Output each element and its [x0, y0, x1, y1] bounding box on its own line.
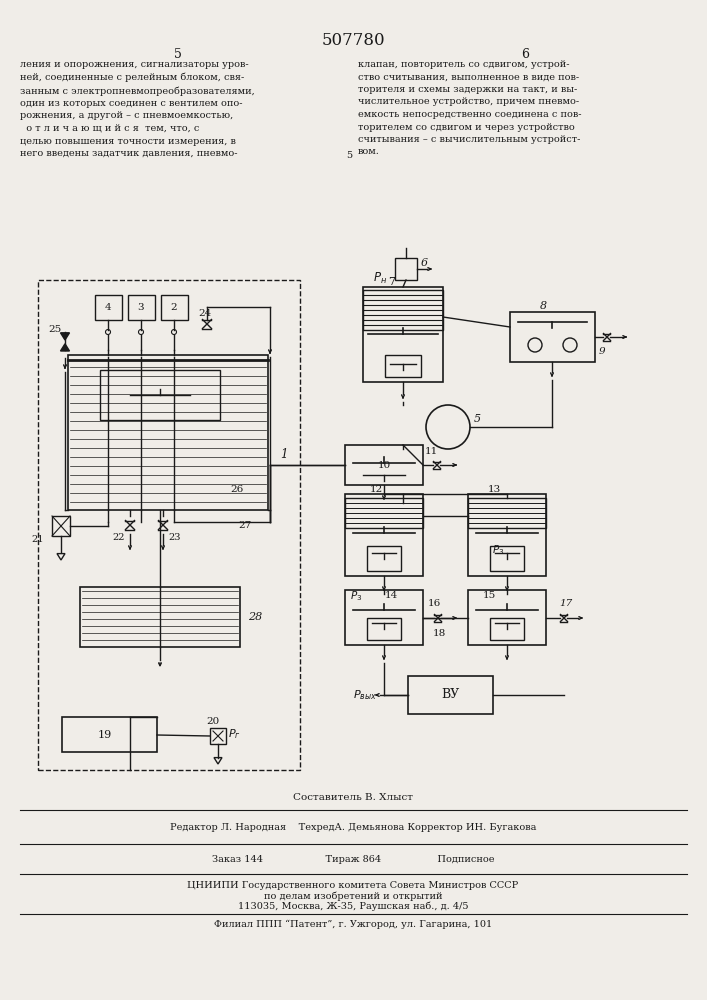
Text: ления и опорожнения, сигнализаторы уров-
ней, соединенные с релейным блоком, свя: ления и опорожнения, сигнализаторы уров-… — [20, 60, 255, 158]
Text: 16: 16 — [428, 599, 441, 608]
Text: клапан, повторитель со сдвигом, устрой-
ство считывания, выполненное в виде пов-: клапан, повторитель со сдвигом, устрой- … — [358, 60, 581, 156]
Text: 5: 5 — [346, 150, 352, 159]
Bar — [345, 494, 423, 576]
Text: 3: 3 — [138, 304, 144, 312]
Text: 23: 23 — [168, 534, 180, 542]
Text: 18: 18 — [433, 630, 446, 639]
Text: Филиал ППП “Патент”, г. Ужгород, ул. Гагарина, 101: Филиал ППП “Патент”, г. Ужгород, ул. Гаг… — [214, 919, 492, 929]
Bar — [345, 498, 423, 528]
Text: 17: 17 — [559, 598, 572, 607]
Text: 26: 26 — [230, 486, 243, 494]
Bar — [38, 280, 300, 770]
Text: 8: 8 — [540, 301, 547, 311]
Text: 20: 20 — [206, 718, 219, 726]
Text: по делам изобретений и открытий: по делам изобретений и открытий — [264, 891, 443, 901]
Text: 4: 4 — [105, 304, 111, 312]
Bar — [510, 312, 595, 362]
Bar — [395, 258, 417, 280]
Text: 22: 22 — [112, 534, 124, 542]
Text: 5: 5 — [174, 48, 182, 61]
Polygon shape — [61, 333, 69, 340]
Polygon shape — [61, 344, 69, 351]
Bar — [128, 295, 155, 320]
Text: 11: 11 — [425, 446, 438, 456]
Bar — [80, 587, 240, 647]
Bar — [345, 445, 423, 485]
Text: $P_н$: $P_н$ — [373, 270, 387, 286]
Text: 10: 10 — [378, 460, 391, 470]
Text: 27: 27 — [238, 522, 251, 530]
Text: 5: 5 — [474, 414, 481, 424]
Bar — [385, 355, 421, 377]
Text: 9: 9 — [599, 347, 606, 356]
Text: 1: 1 — [280, 448, 288, 462]
Bar — [468, 498, 546, 528]
Text: 25: 25 — [48, 326, 62, 334]
Bar — [468, 590, 546, 645]
Bar — [367, 546, 401, 571]
Bar — [62, 717, 157, 752]
Text: 24: 24 — [198, 310, 211, 318]
Bar — [52, 516, 70, 536]
Text: 28: 28 — [248, 612, 262, 622]
Bar — [367, 618, 401, 640]
Text: 6: 6 — [521, 48, 529, 61]
Bar — [490, 618, 524, 640]
Text: Заказ 144                    Тираж 864                  Подписное: Заказ 144 Тираж 864 Подписное — [212, 854, 494, 863]
Text: $P_г$: $P_г$ — [228, 727, 241, 741]
Bar — [68, 355, 268, 510]
Text: 113035, Москва, Ж-35, Раушская наб., д. 4/5: 113035, Москва, Ж-35, Раушская наб., д. … — [238, 901, 468, 911]
Text: 12: 12 — [370, 485, 383, 493]
Bar — [490, 546, 524, 571]
Text: Редактор Л. Народная    ТехредА. Демьянова Корректор ИН. Бугакова: Редактор Л. Народная ТехредА. Демьянова … — [170, 824, 536, 832]
Text: ВУ: ВУ — [441, 688, 459, 702]
Bar — [345, 590, 423, 645]
Text: $P_3$: $P_3$ — [492, 543, 504, 557]
Text: 13: 13 — [488, 485, 501, 493]
Text: 21: 21 — [32, 536, 44, 544]
Text: $P_{вых}$: $P_{вых}$ — [353, 688, 377, 702]
Text: ЦНИИПИ Государственного комитета Совета Министров СССР: ЦНИИПИ Государственного комитета Совета … — [187, 882, 519, 890]
Text: 19: 19 — [98, 730, 112, 740]
Bar — [408, 676, 493, 714]
Text: 507780: 507780 — [321, 32, 385, 49]
Text: Составитель В. Хлыст: Составитель В. Хлыст — [293, 794, 413, 802]
Bar — [468, 494, 546, 576]
Text: 14: 14 — [385, 591, 398, 600]
Text: 6: 6 — [421, 258, 428, 268]
Bar — [363, 287, 443, 382]
Text: $P_3$: $P_3$ — [350, 589, 362, 603]
Text: 15: 15 — [483, 591, 496, 600]
Bar — [161, 295, 188, 320]
Bar — [210, 728, 226, 744]
Text: 7: 7 — [388, 277, 395, 287]
Bar — [95, 295, 122, 320]
Text: 2: 2 — [170, 304, 177, 312]
Bar — [100, 370, 220, 420]
Bar — [363, 290, 443, 330]
